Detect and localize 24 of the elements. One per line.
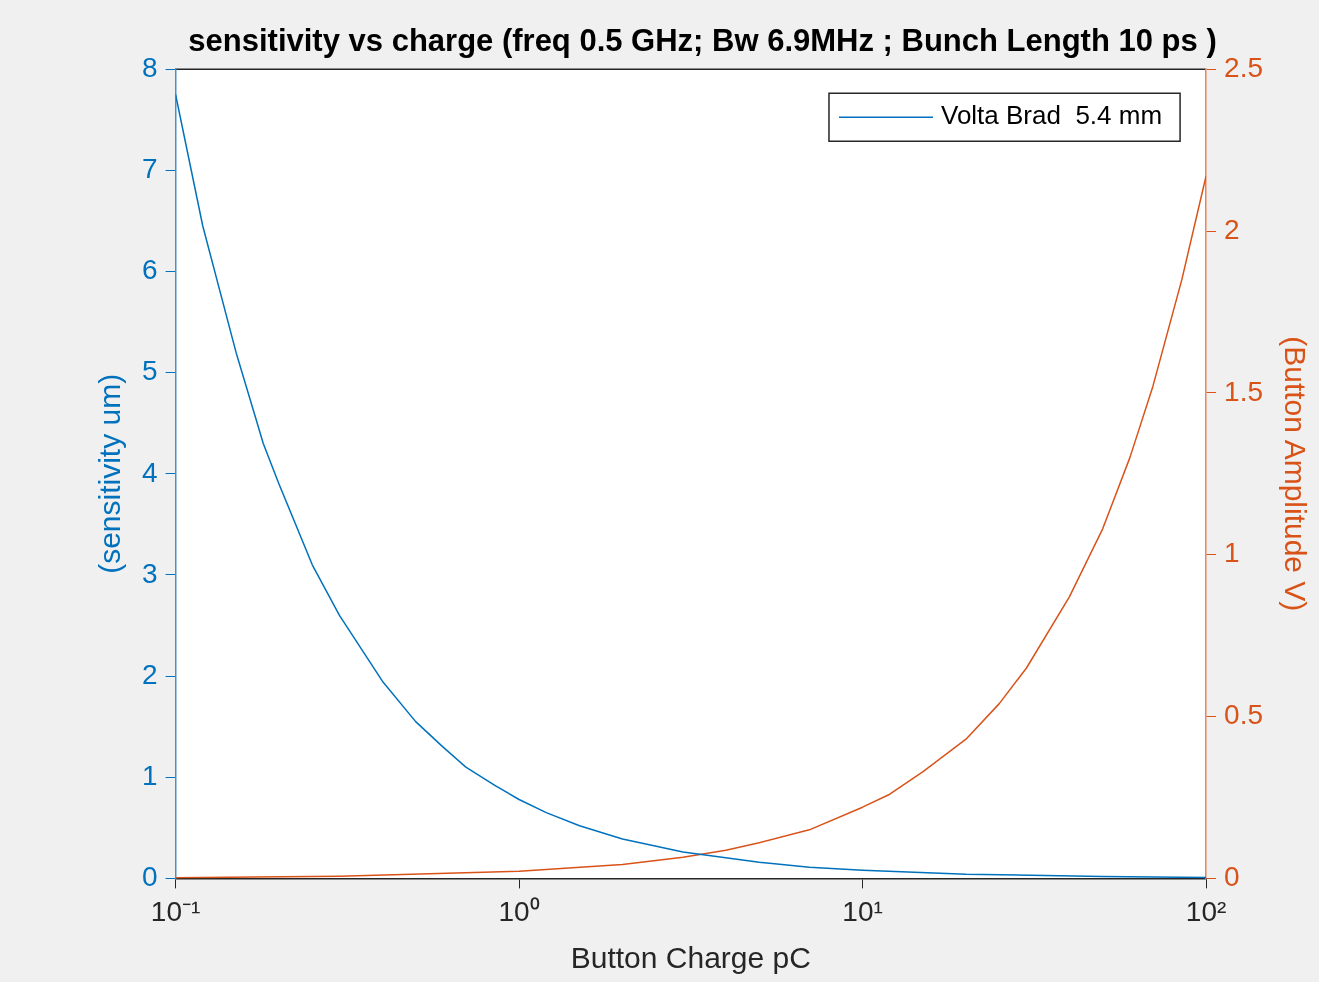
y-tick-label: 2 [141, 658, 158, 690]
y2-axis-title: (Button Amplitude V) [1278, 336, 1312, 612]
y-tick-label: 6 [141, 254, 158, 286]
y-tick-label: 3 [141, 557, 158, 589]
chart-title: sensitivity vs charge (freq 0.5 GHz; Bw 6.9MHz ; Bunch Length 10 ps ) [188, 23, 1217, 59]
y-axis-title: (sensitivity um) [93, 373, 127, 574]
y-tick-label: 5 [141, 355, 158, 387]
y2-tick-label: 1.5 [1224, 375, 1264, 407]
y-tick-label: 1 [141, 759, 158, 791]
y-tick-label: 8 [141, 51, 158, 83]
x-tick-label: 10² [1185, 895, 1227, 927]
x-tick-label: 10⁰ [498, 895, 540, 927]
y2-tick-label: 0.5 [1224, 699, 1264, 731]
x-tick-label: 10¹ [842, 895, 883, 927]
y2-tick-label: 2.5 [1224, 51, 1264, 83]
y2-tick-label: 1 [1224, 537, 1240, 569]
y-tick-label: 7 [141, 153, 158, 185]
y-tick-label: 4 [141, 456, 158, 488]
legend-label: Volta Brad 5.4 mm [940, 100, 1163, 131]
y2-tick-label: 0 [1224, 861, 1240, 893]
x-axis-title: Button Charge pC [570, 941, 811, 975]
y2-tick-label: 2 [1224, 213, 1240, 245]
x-tick-label: 10⁻¹ [150, 895, 201, 927]
y-tick-label: 0 [141, 861, 158, 893]
